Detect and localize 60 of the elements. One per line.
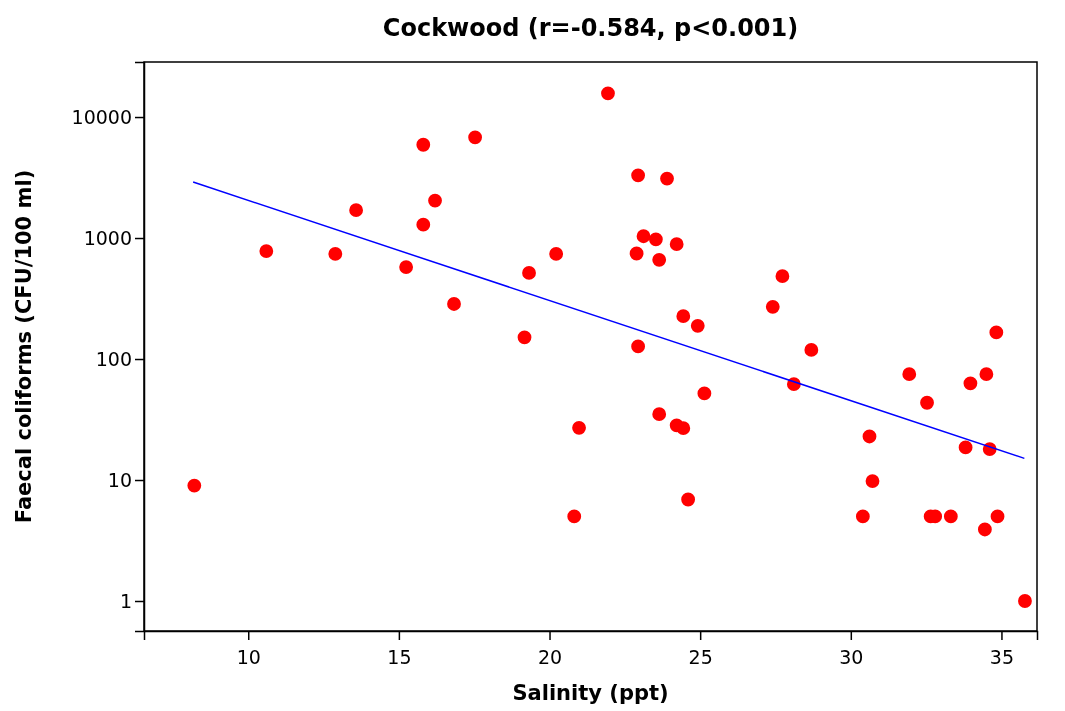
chart-title: Cockwood (r=-0.584, p<0.001): [382, 14, 799, 42]
point: [862, 429, 877, 444]
point: [697, 386, 712, 401]
x-tick-label: 30: [839, 645, 864, 668]
x-axis-title: Salinity (ppt): [512, 681, 669, 705]
point: [943, 509, 958, 524]
point: [804, 342, 819, 357]
y-tick-label: 10000: [71, 105, 132, 128]
point: [681, 492, 696, 507]
point: [676, 421, 691, 436]
point: [902, 367, 917, 382]
point: [958, 440, 973, 455]
y-tick-label: 10: [107, 468, 132, 491]
x-tick-label: 35: [989, 645, 1015, 668]
point: [989, 325, 1004, 340]
point: [416, 137, 431, 152]
point: [1018, 594, 1032, 608]
x-tick-label: 25: [688, 645, 713, 668]
point: [652, 252, 667, 267]
point: [567, 509, 582, 524]
x-tick-label: 10: [236, 645, 261, 668]
point: [631, 339, 646, 354]
point: [920, 395, 934, 410]
point: [990, 509, 1005, 524]
y-tick-label: 100: [95, 347, 132, 370]
point: [690, 318, 705, 333]
point: [676, 309, 691, 324]
point: [601, 86, 615, 101]
point: [660, 171, 674, 186]
point: [349, 203, 364, 218]
point: [522, 266, 536, 280]
point: [648, 232, 663, 247]
y-axis-title: Faecal coliforms (CFU/100 ml): [12, 169, 36, 524]
y-tick-label: 1: [119, 589, 132, 612]
point: [979, 367, 994, 382]
point: [669, 237, 684, 252]
point: [977, 522, 992, 537]
point: [187, 478, 202, 493]
point: [328, 246, 343, 261]
point: [855, 509, 870, 524]
point: [416, 217, 431, 232]
x-tick-label: 20: [537, 645, 563, 668]
point: [765, 299, 780, 314]
point: [428, 193, 442, 208]
point: [963, 376, 978, 391]
point: [636, 229, 651, 244]
x-tick-label: 15: [387, 645, 412, 668]
point: [447, 297, 461, 311]
point: [549, 246, 564, 261]
point: [399, 260, 414, 274]
point: [865, 474, 880, 488]
point: [631, 168, 646, 183]
point: [652, 407, 667, 422]
point: [775, 269, 790, 284]
point: [259, 244, 274, 258]
point: [572, 420, 586, 435]
point: [468, 130, 483, 145]
y-tick-label: 1000: [83, 226, 132, 249]
point: [629, 246, 644, 261]
point: [517, 330, 532, 345]
